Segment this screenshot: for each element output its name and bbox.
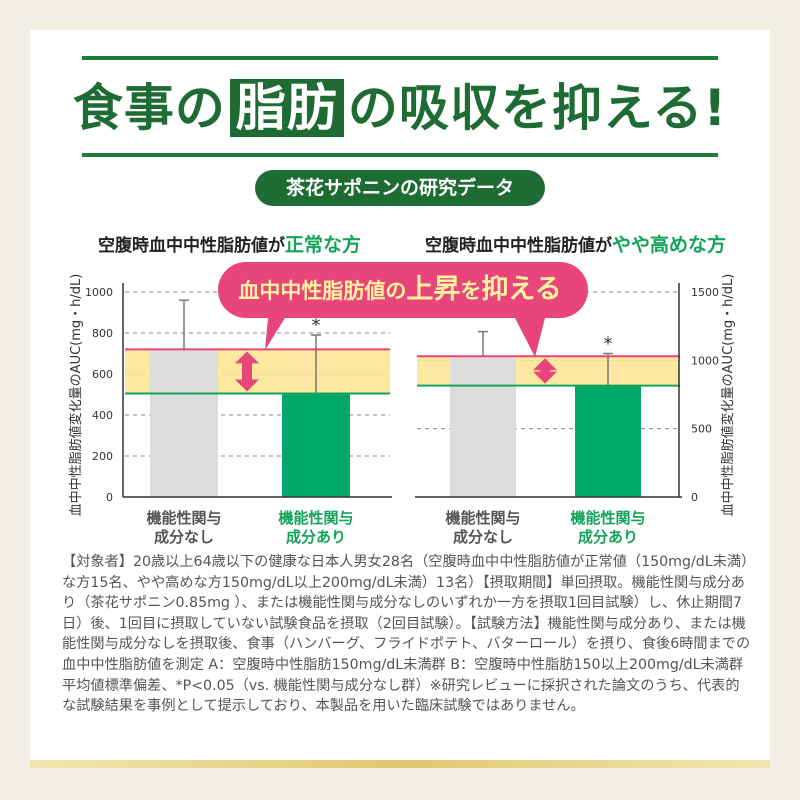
y-tick-label: 0	[691, 491, 698, 504]
double-arrow-icon	[235, 351, 259, 392]
y-tick-label: 1000	[691, 354, 719, 367]
category-label: 成分あり	[578, 528, 638, 546]
bar	[282, 393, 350, 497]
y-axis-label: 血中中性脂肪値変化量のAUC(mg・h/dL)	[720, 274, 736, 517]
y-tick-label: 200	[92, 450, 113, 463]
headline-pre: 食事の	[72, 79, 226, 137]
callout-pre: 血中中性脂肪値の	[238, 279, 406, 303]
headline: 食事の 脂肪 の吸収を抑える!	[0, 68, 800, 140]
chart-a-title: 空腹時血中中性脂肪値が正常な方	[98, 230, 361, 257]
y-axis-label: 血中中性脂肪値変化量のAUC(mg・h/dL)	[68, 274, 84, 517]
category-label: 機能性関与	[570, 509, 645, 527]
y-tick-label: 500	[691, 423, 712, 436]
category-label: 成分あり	[286, 528, 346, 546]
chart-a-title-hl: 正常な方	[285, 234, 362, 256]
significance-mark: *	[312, 315, 321, 336]
callout-mid: を	[460, 279, 481, 303]
callout-big1: 上昇	[406, 274, 460, 305]
top-rule	[82, 56, 718, 60]
callout-bubble	[218, 262, 588, 357]
bar	[150, 349, 218, 497]
category-label: 成分なし	[453, 528, 513, 546]
significance-mark: *	[604, 334, 613, 355]
chart-b-title-pre: 空腹時血中中性脂肪値が	[425, 236, 612, 256]
double-arrow-icon	[533, 358, 557, 384]
y-tick-label: 800	[92, 327, 113, 340]
callout-text: 血中中性脂肪値の上昇を抑える	[238, 274, 561, 305]
y-tick-label: 1000	[85, 286, 113, 299]
y-tick-label: 400	[92, 409, 113, 422]
y-tick-label: 0	[106, 491, 113, 504]
category-label: 機能性関与	[278, 509, 353, 527]
chart-b-title-hl: やや高めな方	[612, 234, 727, 256]
category-label: 機能性関与	[146, 509, 221, 527]
gold-divider	[30, 760, 770, 768]
headline-boxed: 脂肪	[229, 79, 344, 137]
y-tick-label: 1500	[691, 286, 719, 299]
bar	[575, 385, 641, 497]
headline-post: の吸収を抑える!	[347, 79, 728, 137]
callout-big2: 抑える	[481, 274, 561, 305]
research-badge: 茶花サポニンの研究データ	[255, 170, 545, 206]
chart-b-title: 空腹時血中中性脂肪値がやや高めな方	[425, 230, 726, 257]
category-label: 成分なし	[154, 528, 214, 546]
bar	[450, 356, 516, 497]
chart-a-title-pre: 空腹時血中中性脂肪値が	[98, 236, 285, 256]
bottom-rule	[82, 153, 718, 157]
charts: 02004006008001000機能性関与成分なし*機能性関与成分あり血中中性…	[68, 262, 736, 546]
y-tick-label: 600	[92, 368, 113, 381]
footnote: 【対象者】20歳以上64歳以下の健康な日本人男女28名（空腹時血中中性脂肪値が正…	[62, 554, 751, 715]
category-label: 機能性関与	[445, 509, 520, 527]
